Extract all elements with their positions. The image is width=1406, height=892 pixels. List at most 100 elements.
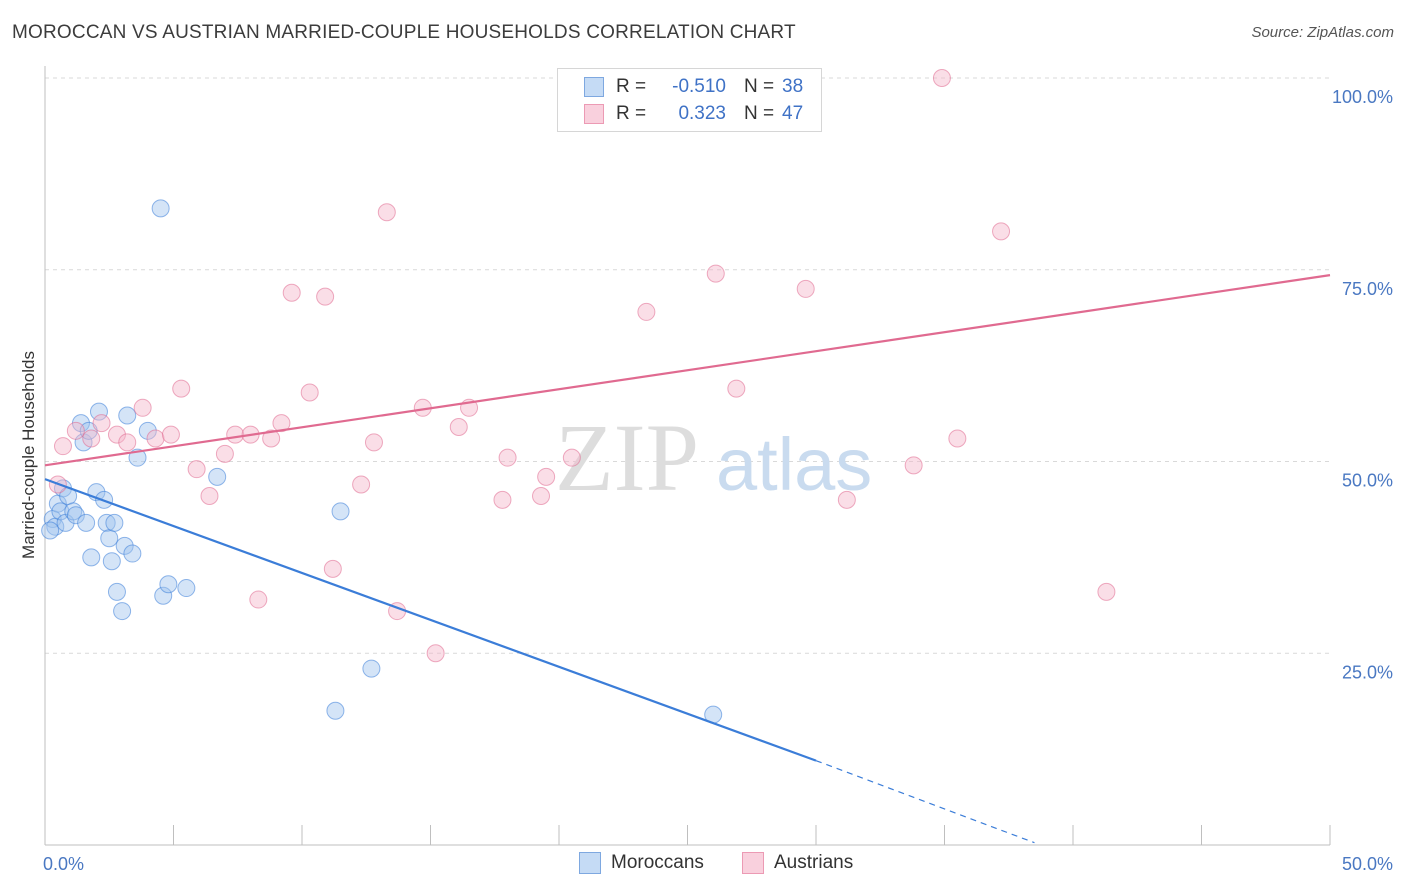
austrian-point: [316, 287, 335, 306]
moroccan-point: [102, 552, 121, 571]
legend-r-value: -0.510: [672, 76, 726, 97]
austrian-point: [92, 414, 111, 433]
austrian-point: [323, 559, 342, 578]
watermark-atlas: atlas: [716, 423, 872, 506]
moroccan-point: [208, 467, 227, 486]
austrian-point: [837, 490, 856, 509]
moroccan-point: [89, 402, 108, 421]
austrian-point: [53, 437, 72, 456]
austrian-point: [377, 203, 396, 222]
source-credit: Source: ZipAtlas.com: [1251, 24, 1394, 41]
correlation-legend: R = -0.510 N = 38 R = 0.323 N = 47: [557, 68, 822, 132]
moroccan-point: [154, 586, 173, 605]
moroccan-point: [51, 502, 70, 521]
y-tick-labels: 25.0% 50.0% 75.0% 100.0%: [1332, 87, 1393, 682]
x-tick-labels: 0.0% 50.0%: [43, 854, 1393, 874]
legend-item-moroccans[interactable]: Moroccans: [579, 852, 704, 874]
y-tick-label: 50.0%: [1342, 471, 1393, 491]
series-legend: Moroccans Austrians: [0, 852, 1406, 876]
legend-label-moroccans: Moroccans: [611, 852, 704, 873]
austrian-point: [904, 456, 923, 475]
legend-r-label: R =: [616, 76, 647, 97]
legend-r-label: R =: [616, 103, 647, 124]
austrian-point: [215, 444, 234, 463]
moroccan-point: [113, 602, 132, 621]
austrian-point: [537, 467, 556, 486]
austrian-point: [727, 379, 746, 398]
austrian-point: [262, 429, 281, 448]
legend-n-label: N =: [744, 103, 775, 124]
austrian-point: [200, 487, 219, 506]
austrian-point: [532, 487, 551, 506]
moroccan-point: [151, 199, 170, 218]
moroccan-point: [326, 701, 345, 720]
x-tick-label: 50.0%: [1342, 854, 1393, 874]
moroccan-point: [177, 579, 196, 598]
austrian-point: [932, 69, 951, 87]
moroccan-point: [100, 529, 119, 548]
austrian-trendline: [44, 274, 1331, 467]
legend-n-value: 47: [782, 103, 804, 124]
moroccan-point: [77, 513, 96, 532]
austrian-point: [948, 429, 967, 448]
austrian-point: [187, 460, 206, 479]
moroccan-point: [97, 513, 116, 532]
austrian-point: [282, 283, 301, 302]
legend-item-austrians[interactable]: Austrians: [742, 852, 853, 874]
gridlines: [45, 77, 1330, 654]
moroccan-point: [107, 582, 126, 601]
austrian-point: [637, 302, 656, 321]
moroccan-point: [123, 544, 142, 563]
austrian-point: [352, 475, 371, 494]
austrian-point: [226, 425, 245, 444]
austrian-point: [1097, 582, 1116, 601]
legend-n-value: 38: [782, 76, 804, 97]
x-tick-label: 0.0%: [43, 854, 84, 874]
legend-row-moroccans: R = -0.510 N = 38: [584, 74, 803, 100]
y-tick-label: 100.0%: [1332, 87, 1393, 107]
moroccan-point: [118, 406, 137, 425]
austrian-point: [498, 448, 517, 467]
austrian-point: [493, 490, 512, 509]
austrian-point: [796, 279, 815, 298]
moroccan-point: [128, 448, 147, 467]
moroccan-point: [331, 502, 350, 521]
trendlines: [44, 274, 1331, 844]
moroccan-point: [82, 548, 101, 567]
legend-n-label: N =: [744, 76, 775, 97]
austrian-point: [82, 429, 101, 448]
austrian-point: [161, 425, 180, 444]
legend-swatch-moroccans: [584, 77, 604, 97]
y-tick-label: 75.0%: [1342, 279, 1393, 299]
austrian-point: [992, 222, 1011, 241]
moroccan-point: [105, 513, 124, 532]
moroccan-point: [138, 421, 157, 440]
legend-swatch-moroccans: [579, 852, 601, 874]
chart-title: MOROCCAN VS AUSTRIAN MARRIED-COUPLE HOUS…: [12, 22, 796, 43]
legend-r-value: 0.323: [678, 103, 726, 124]
moroccan-point: [362, 659, 381, 678]
moroccan-trendline-extension: [815, 760, 1035, 844]
austrian-point: [706, 264, 725, 283]
austrian-point: [107, 425, 126, 444]
axes: [44, 66, 1331, 846]
austrian-point: [426, 644, 445, 663]
austrian-point: [364, 433, 383, 452]
austrian-point: [562, 448, 581, 467]
watermark-zip: ZIP: [555, 404, 699, 511]
moroccan-point: [66, 506, 85, 525]
y-tick-label: 25.0%: [1342, 662, 1393, 682]
moroccan-point: [41, 521, 60, 540]
legend-label-austrians: Austrians: [774, 852, 854, 873]
austrian-point: [449, 417, 468, 436]
austrian-point: [249, 590, 268, 609]
austrian-point: [300, 383, 319, 402]
legend-row-austrians: R = 0.323 N = 47: [584, 101, 803, 127]
austrian-point: [272, 414, 291, 433]
moroccan-trendline: [44, 478, 817, 762]
austrian-point: [133, 398, 152, 417]
moroccan-point: [115, 536, 134, 555]
austrian-point: [118, 433, 137, 452]
moroccan-point: [159, 575, 178, 594]
